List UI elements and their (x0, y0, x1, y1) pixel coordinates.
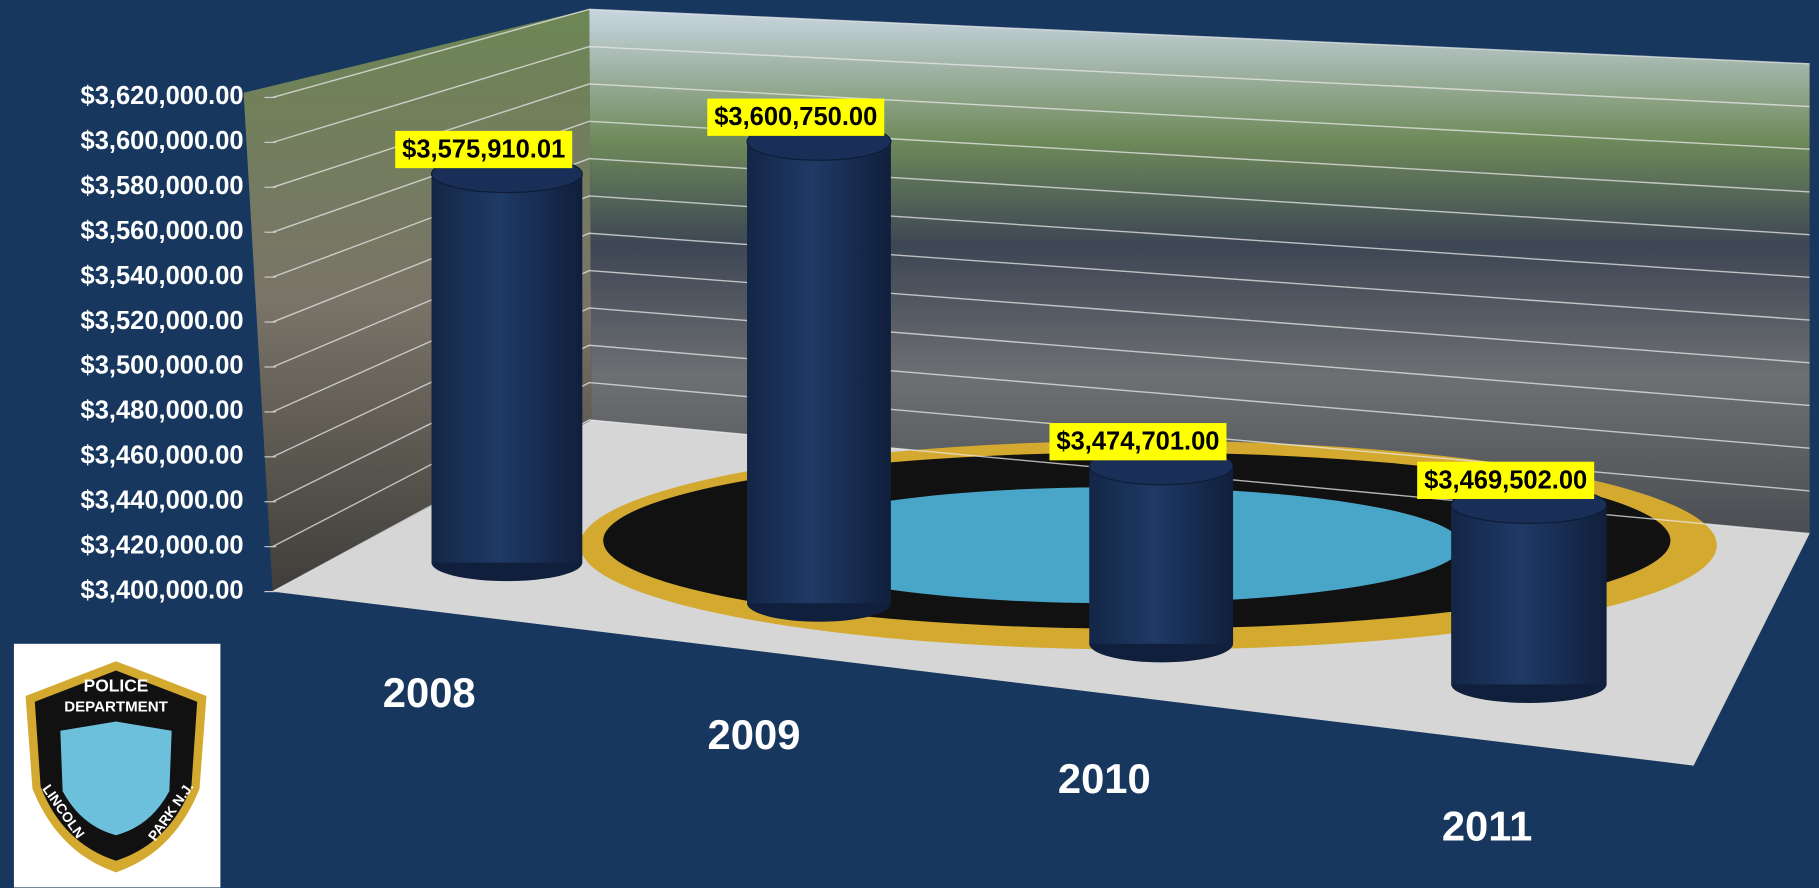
y-tick-label: $3,500,000.00 (81, 352, 244, 380)
bar (1451, 504, 1607, 685)
grid-line (272, 195, 1810, 323)
x-tick-label: 2011 (1442, 802, 1533, 849)
value-label-box (707, 98, 885, 136)
bar (1089, 466, 1234, 644)
bars (430, 122, 1608, 703)
grid-line (272, 8, 1810, 99)
value-label-box (1417, 461, 1595, 500)
value-label-box (1049, 423, 1227, 461)
cylinder (746, 122, 892, 622)
logo-text: DEPARTMENT (64, 699, 168, 716)
y-tick-label: $3,440,000.00 (81, 486, 244, 514)
value-label: $3,469,502.00 (1417, 461, 1595, 500)
grid (272, 8, 1810, 593)
value-label: $3,474,701.00 (1049, 423, 1227, 461)
value-label-text: $3,469,502.00 (1424, 466, 1587, 494)
plot: $3,400,000.00 $3,420,000.00 $3,440,000.00 $… (13, 8, 1810, 888)
x-tick-label: 2009 (708, 711, 801, 758)
grid-line (272, 45, 1810, 144)
y-tick-label: $3,580,000.00 (81, 172, 244, 200)
grid-line (272, 157, 1810, 278)
grid-line (272, 381, 1810, 548)
value-label: $3,575,910.01 (395, 130, 573, 169)
value-label-text: $3,575,910.01 (402, 136, 565, 164)
bar (747, 141, 891, 604)
y-tick-label: $3,460,000.00 (81, 442, 244, 470)
y-tick-label: $3,620,000.00 (81, 82, 244, 110)
y-tick-label: $3,400,000.00 (81, 576, 244, 604)
grid-line (272, 307, 1810, 458)
logo: POLICE DEPARTMENT LINCOLN PARK N.J. (13, 643, 221, 888)
grid-line (272, 120, 1810, 233)
value-label: $3,600,750.00 (707, 98, 885, 136)
back-wall (589, 9, 1810, 534)
y-tick-label: $3,420,000.00 (81, 531, 244, 559)
y-tick-label: $3,560,000.00 (81, 217, 244, 245)
cylinder (1450, 485, 1608, 703)
cylinder (1088, 447, 1234, 663)
bar (431, 173, 583, 563)
y-tick-label: $3,540,000.00 (81, 262, 244, 290)
value-label-text: $3,600,750.00 (714, 103, 877, 131)
labels: $3,400,000.00 $3,420,000.00 $3,440,000.00 $… (81, 82, 1595, 849)
grid-line (272, 269, 1810, 413)
logo-field (60, 721, 172, 836)
grid-line (272, 344, 1810, 503)
logo-text: POLICE (84, 675, 149, 695)
y-tick-label: $3,600,000.00 (81, 127, 244, 155)
x-tick-label: 2010 (1058, 755, 1151, 802)
grid-line (272, 232, 1810, 368)
grid-line (272, 419, 1810, 593)
value-label-text: $3,474,701.00 (1056, 428, 1219, 456)
y-tick-label: $3,520,000.00 (81, 307, 244, 335)
y-tick-label: $3,480,000.00 (81, 397, 244, 425)
x-tick-label: 2008 (383, 669, 476, 716)
value-label-box (395, 130, 573, 169)
grid-line (272, 83, 1810, 188)
cylinder (430, 154, 583, 582)
